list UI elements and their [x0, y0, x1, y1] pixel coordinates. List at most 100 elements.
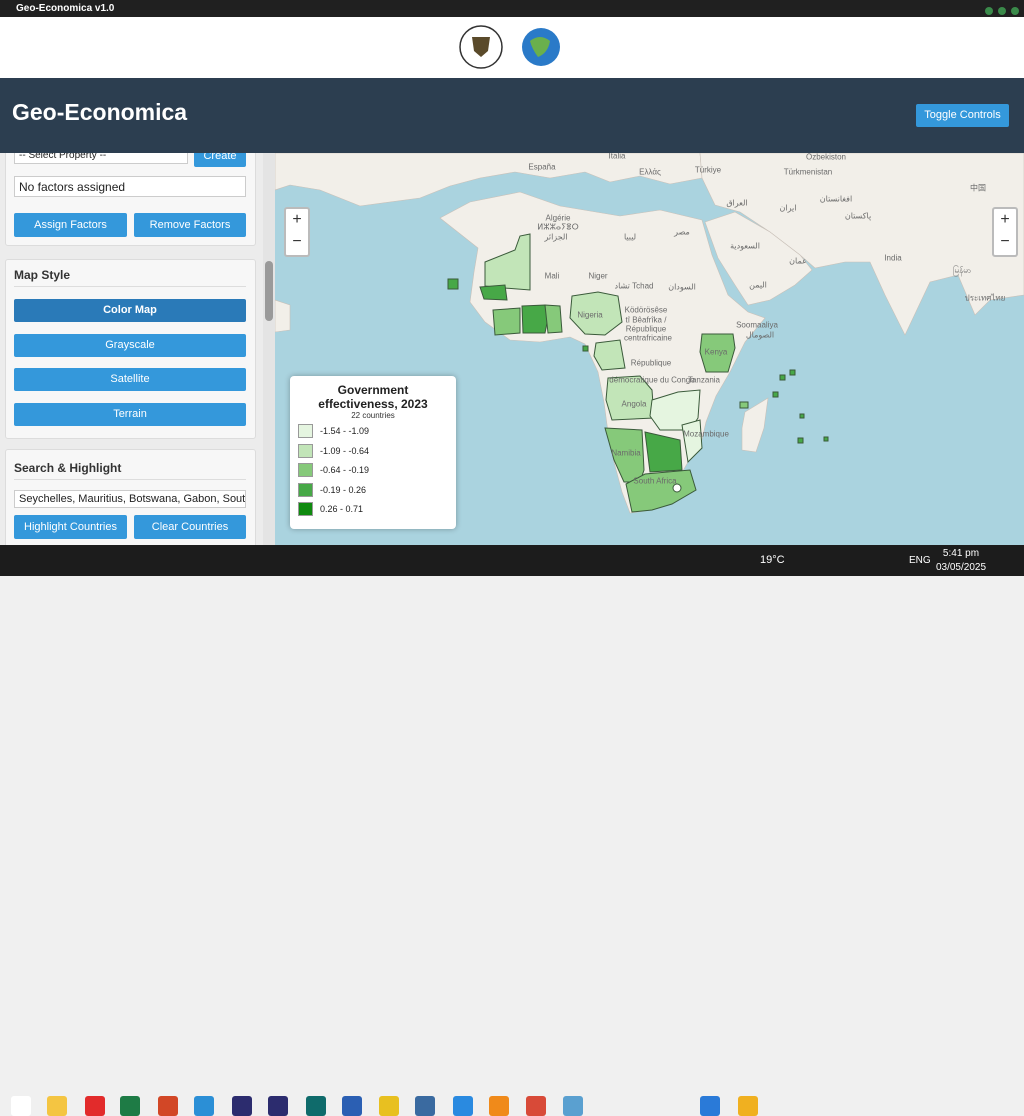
- map-label: السعودية: [730, 241, 760, 251]
- map-style-button[interactable]: Satellite: [14, 368, 246, 391]
- taskbar-icon[interactable]: [232, 1096, 252, 1116]
- taskbar-icon[interactable]: [453, 1096, 473, 1116]
- taskbar-icon[interactable]: [526, 1096, 546, 1116]
- map-label: پاکستان: [844, 211, 872, 221]
- sidebar: -- Select Property -- Create No factors …: [0, 153, 275, 545]
- search-heading: Search & Highlight: [14, 461, 122, 475]
- taskbar: [0, 545, 1024, 1116]
- scrollbar-track: [263, 153, 275, 545]
- map-label: Italia: [608, 153, 626, 161]
- taskbar-icon[interactable]: [120, 1096, 140, 1116]
- map-label: Niger: [588, 271, 608, 281]
- map-label: République: [625, 324, 667, 334]
- taskbar-icon[interactable]: [47, 1096, 67, 1116]
- legend-label: -0.19 - 0.26: [320, 484, 367, 495]
- map-label: South Africa: [633, 476, 677, 486]
- taskbar-icon[interactable]: [489, 1096, 509, 1116]
- map-label: افغانستان: [819, 194, 853, 204]
- create-button[interactable]: Create: [194, 153, 246, 167]
- highlight-button[interactable]: Highlight Countries: [14, 515, 127, 539]
- map-label: Kenya: [704, 347, 728, 357]
- map-label: ประเทศไทย: [964, 293, 1006, 303]
- map-label: الجزائر: [544, 232, 568, 242]
- taskbar-icon[interactable]: [563, 1096, 583, 1116]
- map-label: tî Bêafrîka /: [625, 315, 667, 325]
- taskbar-icon[interactable]: [379, 1096, 399, 1116]
- legend-swatch: [298, 482, 313, 497]
- map-canvas: [275, 153, 1024, 514]
- taskbar-icon[interactable]: [415, 1096, 435, 1116]
- weather: 19°C: [760, 554, 785, 566]
- divider: [14, 286, 246, 287]
- legend-label: -0.64 - -0.19: [320, 465, 370, 475]
- taskbar-icon[interactable]: [700, 1096, 720, 1116]
- legend-swatch: [298, 502, 313, 516]
- clock-time: 5:41 pm: [942, 548, 980, 559]
- assign-factors-button[interactable]: Assign Factors: [14, 213, 127, 237]
- legend-label: 0.26 - 0.71: [320, 504, 364, 514]
- map-label: Ελλάς: [639, 167, 661, 177]
- map-label: India: [884, 253, 902, 263]
- map-label: Nigeria: [577, 310, 603, 320]
- map-label: España: [528, 162, 556, 172]
- map-label: Angola: [621, 399, 647, 409]
- map-label: عمان: [789, 256, 807, 266]
- legend-label: -1.09 - -0.64: [320, 445, 370, 456]
- language: ENG: [909, 555, 931, 566]
- legend: Government effectiveness, 2023 22 countr…: [290, 376, 456, 529]
- map-label: Tanzania: [687, 375, 721, 385]
- map-label: Namibia: [611, 448, 641, 458]
- taskbar-icon[interactable]: [85, 1096, 105, 1116]
- map-label: centrafricaine: [623, 333, 673, 343]
- taskbar-icon[interactable]: [306, 1096, 326, 1116]
- map-label: 中国: [970, 183, 986, 193]
- map-style-button[interactable]: Terrain: [14, 402, 246, 426]
- factors-status: No factors assigned: [14, 176, 246, 197]
- window-title: Geo-Economica v1.0: [0, 0, 1024, 17]
- search-input[interactable]: Seychelles, Mauritius, Botswana, Gabon, …: [14, 490, 246, 508]
- legend-swatch: [298, 443, 313, 458]
- taskbar-icon[interactable]: [738, 1096, 758, 1116]
- map-label: اليمن: [749, 280, 767, 290]
- map-style-button[interactable]: Grayscale: [14, 333, 246, 357]
- clock-date: 03/05/2025: [935, 562, 987, 573]
- app-header: [0, 78, 1024, 153]
- logos: [459, 25, 560, 69]
- map-label: الصومال: [745, 330, 775, 340]
- legend-subtitle: 22 countries: [351, 411, 395, 420]
- taskbar-icon[interactable]: [194, 1096, 214, 1116]
- map-label: République: [630, 358, 672, 368]
- window-controls[interactable]: [984, 3, 1020, 15]
- legend-swatch: [298, 424, 313, 438]
- legend-label: -1.54 - -1.09: [320, 426, 370, 436]
- map-label: မြန်မာ: [953, 266, 971, 275]
- map-label: Mali: [544, 271, 560, 281]
- map-label: Ködörösêse: [624, 305, 668, 315]
- remove-factors-button[interactable]: Remove Factors: [134, 213, 246, 237]
- map-label: Mozambique: [683, 429, 729, 439]
- clear-button[interactable]: Clear Countries: [134, 515, 246, 539]
- map[interactable]: España Italia Ελλάς Türkiye Özbekiston Türkme…: [275, 153, 1024, 545]
- map-style-heading: Map Style: [14, 268, 71, 282]
- map-label: Türkmenistan: [783, 167, 833, 177]
- window-buttons: [985, 7, 1019, 15]
- map-label: Algérie: [545, 213, 571, 223]
- legend-title: Government effectiveness, 2023: [318, 383, 428, 411]
- zoom-control-left[interactable]: + −: [284, 207, 310, 257]
- zoom-control-right[interactable]: + −: [992, 207, 1018, 257]
- toggle-controls-button[interactable]: Toggle Controls: [916, 104, 1009, 127]
- property-select[interactable]: -- Select Property --: [14, 153, 188, 164]
- map-style-button[interactable]: Color Map: [14, 299, 246, 322]
- taskbar-icon[interactable]: [342, 1096, 362, 1116]
- taskbar-icon[interactable]: [268, 1096, 288, 1116]
- scrollbar-thumb[interactable]: [265, 261, 273, 321]
- taskbar-icon[interactable]: [11, 1096, 31, 1116]
- divider: [14, 479, 246, 480]
- taskbar-icon[interactable]: [158, 1096, 178, 1116]
- map-label: مصر: [674, 227, 690, 237]
- map-label: السودان: [668, 282, 696, 292]
- legend-swatch: [298, 463, 313, 477]
- map-label: Soomaaliya: [736, 320, 778, 330]
- map-label: تشاد Tchad: [614, 281, 654, 291]
